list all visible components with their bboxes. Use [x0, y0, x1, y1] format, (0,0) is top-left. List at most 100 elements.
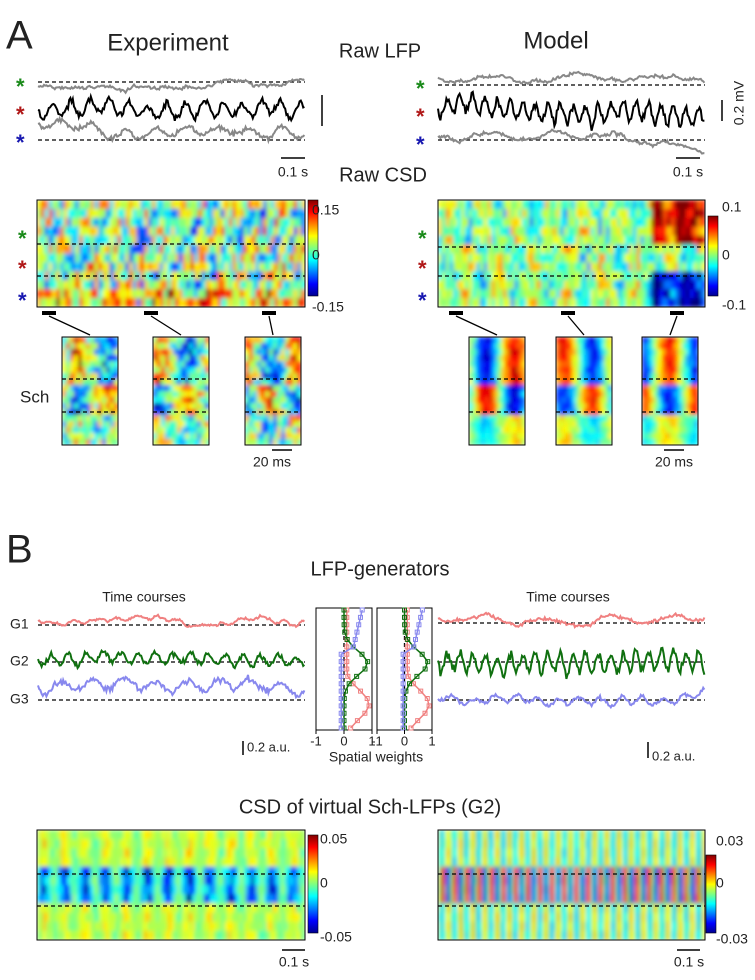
heat-cell [245, 355, 250, 362]
heat-cell [488, 262, 492, 272]
heat-cell [189, 415, 194, 422]
heat-cell [497, 403, 502, 410]
heat-cell [469, 298, 473, 308]
heat-cell [236, 254, 240, 264]
heat-cell [269, 337, 274, 344]
heat-cell [446, 236, 450, 246]
heat-cell [60, 227, 64, 237]
heat-cell [133, 227, 137, 237]
heat-cell [594, 218, 598, 228]
heatmap-cells [642, 337, 699, 446]
asterisk: * [418, 226, 427, 251]
heat-cell [488, 245, 492, 255]
heat-cell [678, 427, 683, 434]
heat-cell [598, 227, 602, 237]
heat-cell [629, 218, 633, 228]
heat-cell [74, 343, 79, 350]
heat-cell [125, 218, 129, 228]
heat-cell [592, 367, 597, 374]
heat-cell [564, 209, 568, 219]
heat-cell [277, 367, 282, 374]
heat-cell [106, 355, 111, 362]
heat-cell [102, 254, 106, 264]
heat-cell [185, 361, 190, 368]
heat-cell [473, 385, 478, 392]
heat-cell [190, 218, 194, 228]
heat-cell [658, 385, 663, 392]
heat-cell [193, 349, 198, 356]
heat-cell [477, 403, 482, 410]
heat-cell [642, 361, 647, 368]
heat-cell [480, 218, 484, 228]
heat-cell [169, 427, 174, 434]
heat-cell [493, 433, 498, 440]
heat-cell [654, 403, 659, 410]
heat-cell [82, 385, 87, 392]
heat-cell [110, 280, 114, 290]
heat-cell [518, 227, 522, 237]
heat-cell [472, 298, 476, 308]
heat-cell [682, 379, 687, 386]
heat-cell [678, 367, 683, 374]
heat-cell [117, 298, 121, 308]
heat-cell [171, 289, 175, 299]
heat-cell [493, 421, 498, 428]
heat-cell [86, 391, 91, 398]
heat-cell [484, 236, 488, 246]
heat-cell [501, 337, 506, 344]
heat-cell [190, 298, 194, 308]
heat-cell [248, 280, 252, 290]
heat-cell [682, 349, 687, 356]
heat-cell [473, 343, 478, 350]
heat-cell [205, 262, 209, 272]
heat-cell [90, 379, 95, 386]
heat-cell [682, 427, 687, 434]
heat-cell [221, 245, 225, 255]
heat-cell [481, 349, 486, 356]
heat-cell [576, 415, 581, 422]
heat-cell [584, 355, 589, 362]
heat-cell [201, 367, 206, 374]
heat-cell [640, 289, 644, 299]
heat-cell [526, 298, 530, 308]
heat-cell [449, 227, 453, 237]
heat-cell [572, 355, 577, 362]
heat-cell [469, 385, 474, 392]
heat-cell [642, 367, 647, 374]
heat-cell [690, 427, 695, 434]
heat-cell [690, 415, 695, 422]
heat-cell [629, 209, 633, 219]
heat-cell [277, 403, 282, 410]
heat-cell [662, 385, 667, 392]
heat-cell [171, 200, 175, 210]
heat-cell [591, 262, 595, 272]
heat-cell [453, 254, 457, 264]
heat-cell [507, 245, 511, 255]
heat-cell [285, 415, 290, 422]
heat-cell [48, 245, 52, 255]
heat-cell [606, 298, 610, 308]
heat-cell [652, 289, 656, 299]
heat-cell [117, 218, 121, 228]
heat-cell [560, 200, 564, 210]
heat-cell [106, 254, 110, 264]
heat-cell [261, 391, 266, 398]
heat-cell [144, 200, 148, 210]
heat-cell [526, 245, 530, 255]
heat-cell [182, 254, 186, 264]
heat-cell [514, 280, 518, 290]
heat-cell [517, 379, 522, 386]
heat-cell [592, 397, 597, 404]
heat-cell [193, 403, 198, 410]
heat-cell [244, 200, 248, 210]
heat-cell [438, 236, 442, 246]
heat-cell [202, 298, 206, 308]
heat-cell [185, 427, 190, 434]
heat-cell [255, 298, 259, 308]
heat-cell [133, 262, 137, 272]
heat-cell [285, 349, 290, 356]
heat-cell [592, 403, 597, 410]
heat-cell [588, 355, 593, 362]
heat-cell [201, 391, 206, 398]
heat-cell [556, 367, 561, 374]
